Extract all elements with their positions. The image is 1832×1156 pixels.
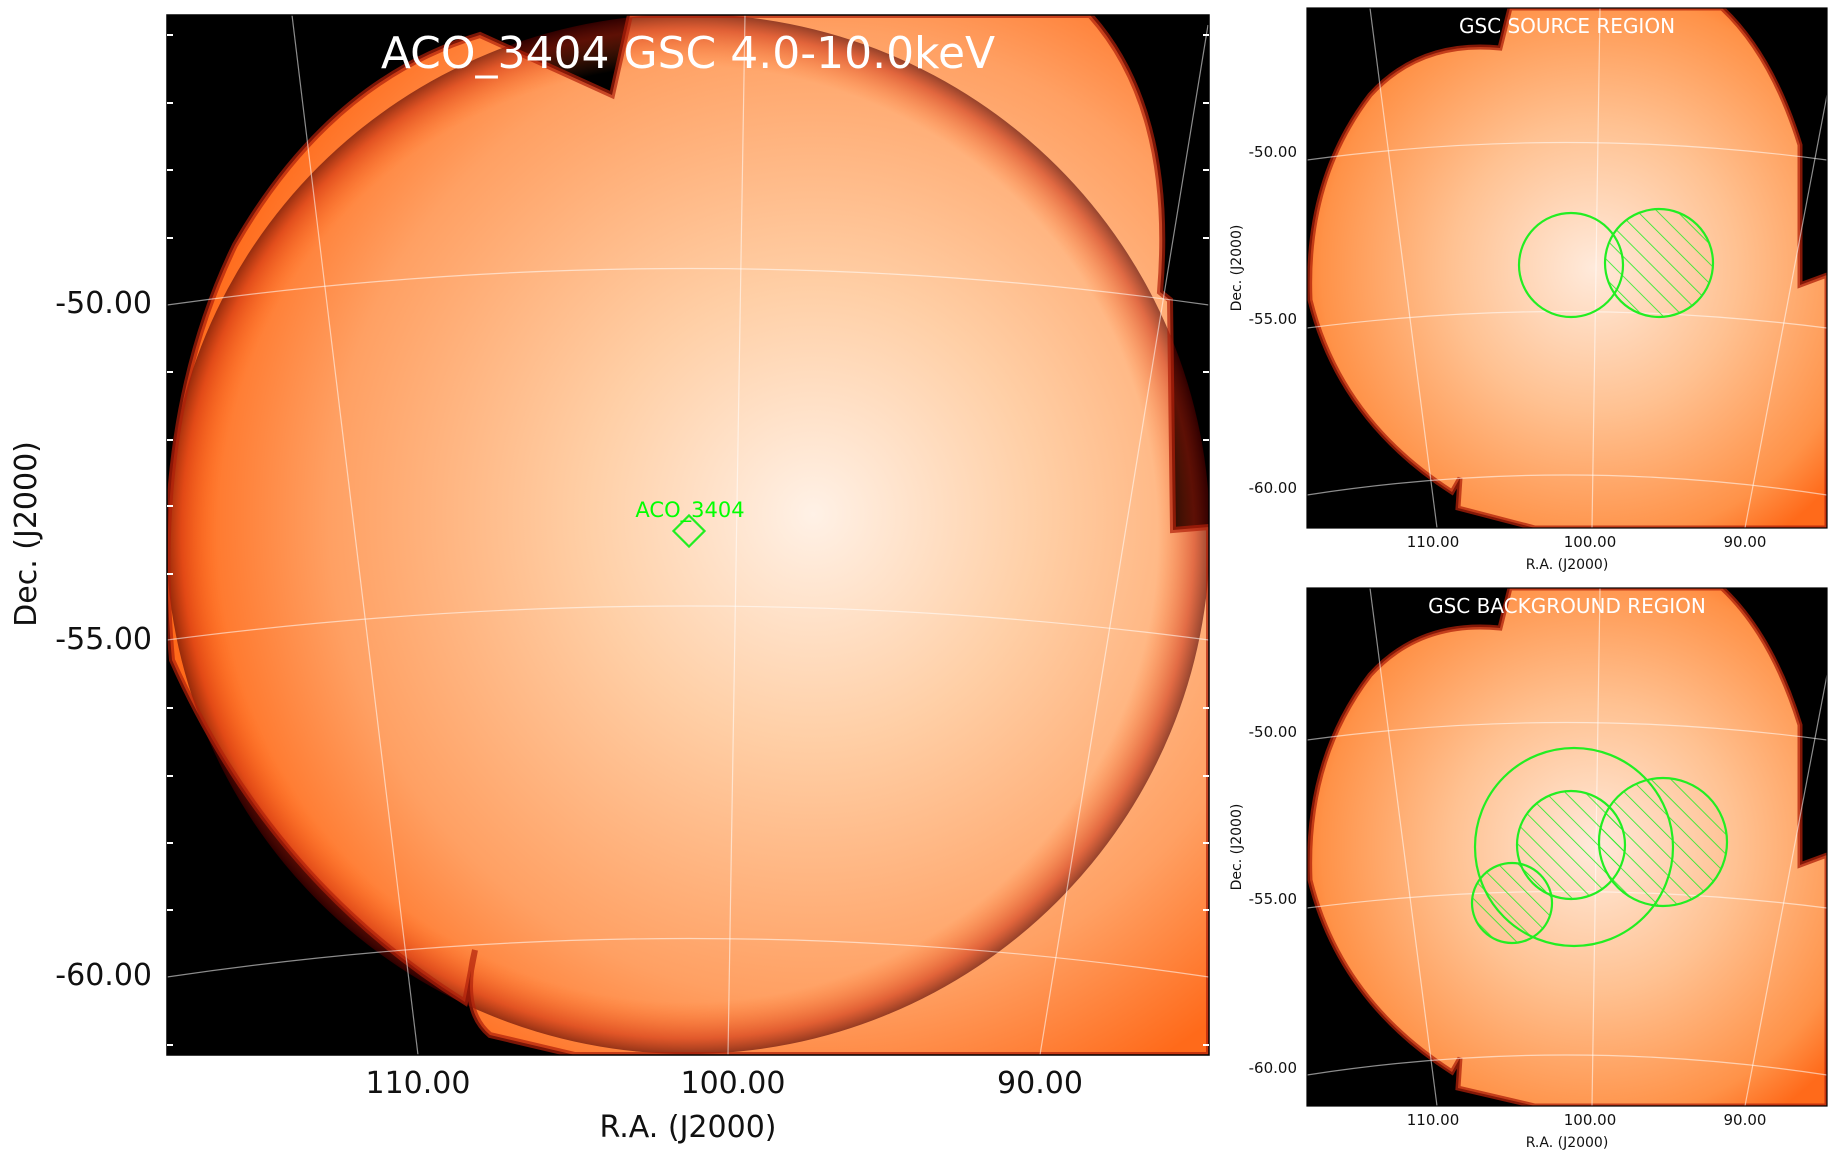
main-coordinate-grid bbox=[167, 15, 1209, 1055]
main-ylabel: Dec. (J2000) bbox=[9, 441, 44, 627]
main-xtick-label: 90.00 bbox=[997, 1066, 1083, 1101]
main-title: ACO_3404 GSC 4.0-10.0keV bbox=[381, 28, 995, 79]
main-xtick-label: 110.00 bbox=[366, 1066, 471, 1101]
source-panel-title: GSC SOURCE REGION bbox=[1459, 14, 1675, 38]
main-xtick-label: 100.00 bbox=[681, 1066, 786, 1101]
background-ylabel: Dec. (J2000) bbox=[1229, 804, 1245, 891]
background-ytick-label: -60.00 bbox=[1249, 1059, 1297, 1077]
main-minor-ticks bbox=[167, 34, 1209, 1046]
main-ytick-label: -50.00 bbox=[55, 286, 152, 321]
source-xtick-label: 100.00 bbox=[1564, 533, 1617, 551]
main-ytick-label: -60.00 bbox=[55, 958, 152, 993]
source-ytick-label: -50.00 bbox=[1249, 143, 1297, 161]
background-panel-title: GSC BACKGROUND REGION bbox=[1428, 594, 1706, 618]
source-ylabel: Dec. (J2000) bbox=[1229, 225, 1245, 312]
source-ytick-label: -55.00 bbox=[1249, 310, 1297, 328]
source-diamond-marker[interactable] bbox=[671, 513, 707, 549]
source-region-panel: GSC SOURCE REGION -50.00 -55.00 -60.00 1… bbox=[1229, 7, 1828, 573]
main-ytick-label: -55.00 bbox=[55, 622, 152, 657]
source-field-of-view bbox=[1309, 8, 1827, 528]
background-excluded-circle[interactable] bbox=[1470, 861, 1554, 945]
source-xlabel: R.A. (J2000) bbox=[1526, 557, 1609, 573]
source-excluded-circle[interactable] bbox=[1603, 207, 1715, 319]
source-coordinate-grid bbox=[1307, 8, 1827, 528]
background-xtick-label: 110.00 bbox=[1407, 1111, 1460, 1129]
background-excluded-circle[interactable] bbox=[1597, 776, 1729, 908]
background-ytick-label: -50.00 bbox=[1249, 723, 1297, 741]
background-xtick-label: 90.00 bbox=[1724, 1111, 1767, 1129]
main-xlabel: R.A. (J2000) bbox=[600, 1110, 777, 1145]
source-xtick-label: 90.00 bbox=[1724, 533, 1767, 551]
background-xlabel: R.A. (J2000) bbox=[1526, 1135, 1609, 1151]
main-panel: ACO_3404 ACO_3404 GSC 4.0-10.0keV -50.00… bbox=[9, 14, 1210, 1145]
background-region-panel: GSC BACKGROUND REGION -50.00 -55.00 -60.… bbox=[1229, 587, 1828, 1151]
source-ytick-label: -60.00 bbox=[1249, 479, 1297, 497]
background-ytick-label: -55.00 bbox=[1249, 890, 1297, 908]
source-xtick-label: 110.00 bbox=[1407, 533, 1460, 551]
background-xtick-label: 100.00 bbox=[1564, 1111, 1617, 1129]
source-label: ACO_3404 bbox=[635, 498, 744, 523]
